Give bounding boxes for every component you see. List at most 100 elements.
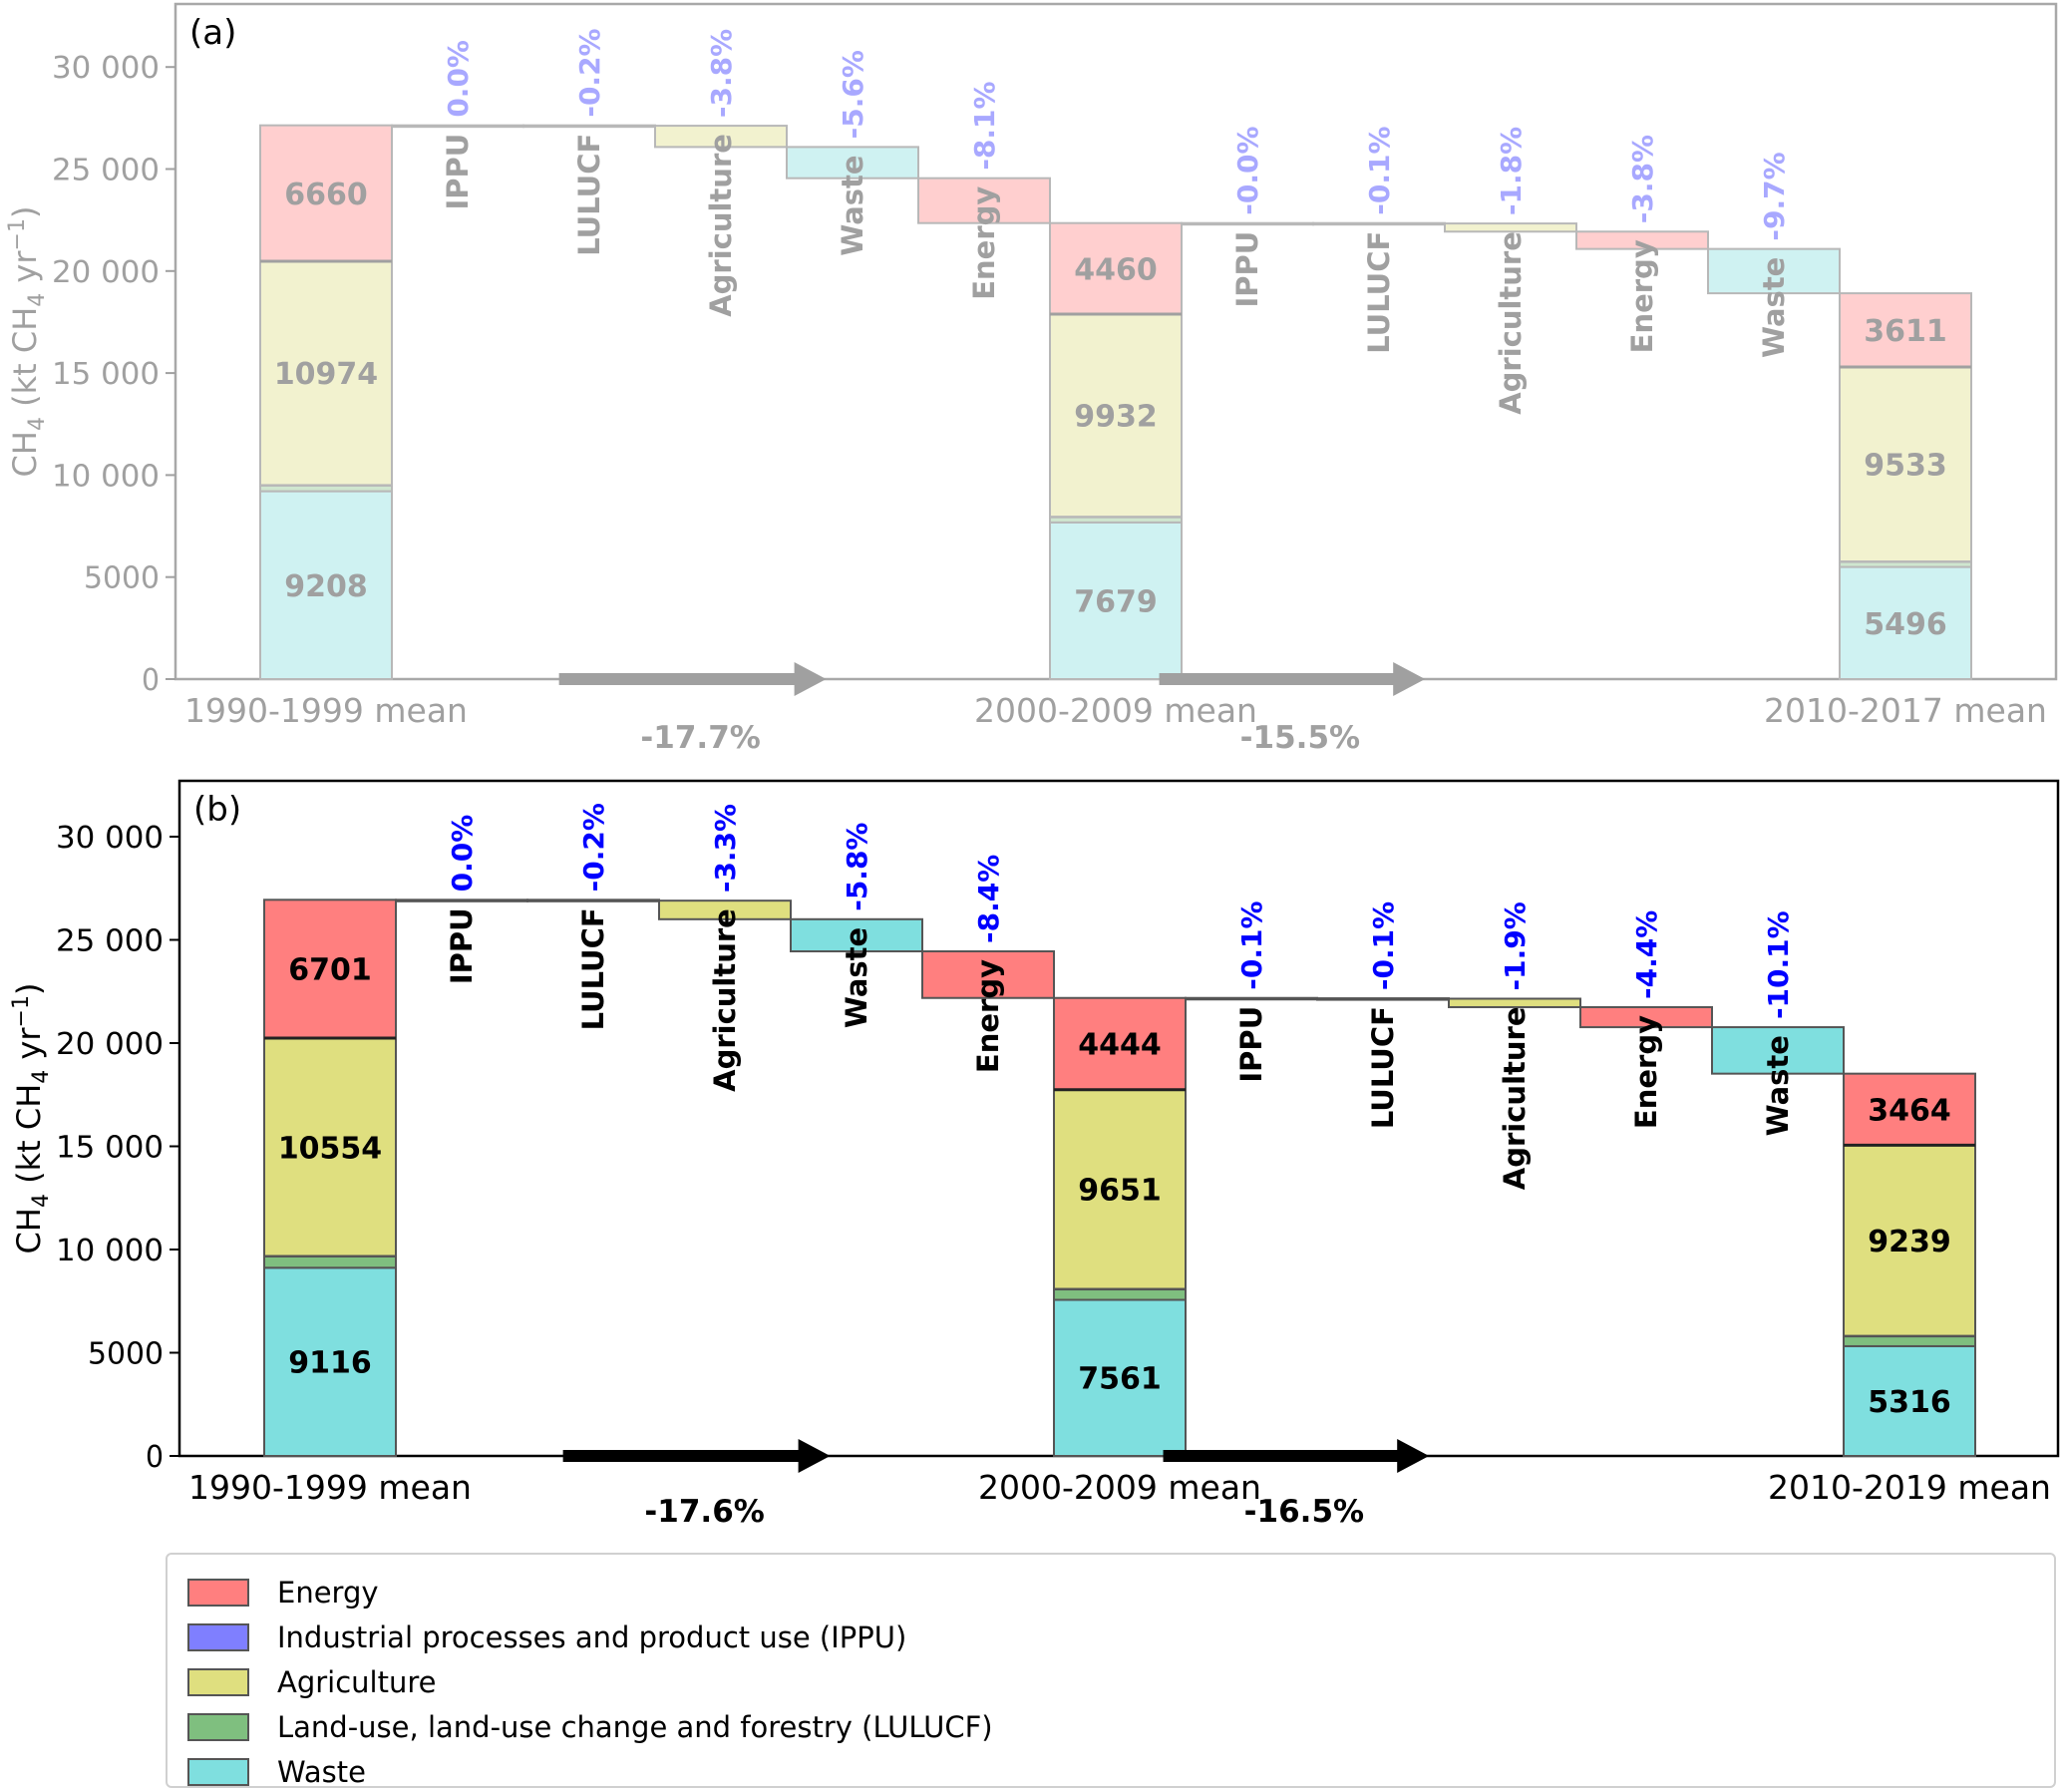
- segment-value-label: 4444: [1078, 1028, 1162, 1063]
- y-tick-label: 10 000: [52, 459, 160, 494]
- step-sector-label: Energy: [1625, 239, 1659, 353]
- step-pct-label: -0.0%: [1231, 126, 1264, 214]
- y-tick-label: 15 000: [56, 1131, 164, 1166]
- step-bar-agriculture: [1448, 997, 1581, 1008]
- step-bar-waste: [1707, 247, 1841, 295]
- step-sector-label: Agriculture: [708, 908, 742, 1092]
- step-bar-agriculture: [658, 899, 792, 920]
- x-tick-label: 1990-1999 mean: [184, 691, 468, 730]
- legend-item-energy: Energy: [187, 1573, 379, 1613]
- step-sector-label: Waste: [1761, 1035, 1795, 1136]
- segment-value-label: 6660: [284, 178, 368, 212]
- step-sector-label: Agriculture: [1494, 231, 1528, 415]
- y-axis-label: CH4 (kt CH4 yr−1): [5, 206, 50, 478]
- stack-segment-agriculture: [1049, 312, 1183, 519]
- stack-segment-energy: [1049, 221, 1183, 315]
- step-bar-agriculture: [654, 125, 788, 149]
- step-pct-label: -3.8%: [705, 29, 738, 118]
- y-tick-label: 10 000: [56, 1234, 164, 1268]
- step-sector-label: Waste: [840, 927, 873, 1028]
- y-tick-label: 30 000: [52, 51, 160, 86]
- step-bar-ippu: [391, 124, 524, 129]
- panel-b: 0 5000 10 000 15 000 20 000 25 000 30 000 CH4 (…: [9, 779, 2060, 1530]
- panel-label: (a): [189, 13, 236, 53]
- segment-value-label: 9208: [284, 569, 368, 604]
- stack-segment-lulucf: [263, 1254, 397, 1269]
- segment-value-label: 4460: [1074, 252, 1158, 287]
- y-tick-label: 20 000: [56, 1027, 164, 1062]
- segment-value-label: 9651: [1078, 1174, 1162, 1209]
- panel-label: (b): [193, 790, 241, 830]
- period-change-label: -17.6%: [644, 1494, 764, 1530]
- step-pct-label: -1.8%: [1495, 127, 1528, 215]
- step-pct-label: -0.2%: [573, 28, 606, 117]
- step-pct-label: -0.1%: [1367, 901, 1400, 990]
- legend-label: Energy: [277, 1576, 379, 1610]
- y-tick-label: 5000: [84, 561, 160, 596]
- step-bar-energy: [1579, 1005, 1713, 1029]
- step-pct-label: -1.9%: [1499, 901, 1532, 990]
- change-arrow: [558, 662, 827, 696]
- segment-value-label: 7561: [1078, 1362, 1162, 1397]
- stack-segment-energy: [1053, 996, 1187, 1091]
- legend-item-ippu: Industrial processes and product use (IP…: [187, 1617, 906, 1657]
- step-bar-energy: [921, 949, 1055, 999]
- step-pct-label: -5.6%: [837, 50, 869, 139]
- step-bar-ippu: [1185, 996, 1318, 1001]
- legend-label: Agriculture: [277, 1665, 437, 1699]
- legend-label: Industrial processes and product use (IP…: [277, 1620, 907, 1654]
- y-tick-label: 0: [146, 1440, 164, 1475]
- change-arrow: [1163, 1439, 1430, 1473]
- y-tick-label: 0: [142, 663, 160, 698]
- step-pct-label: -3.8%: [1626, 135, 1659, 223]
- step-pct-label: -0.2%: [577, 803, 610, 892]
- stack-segment-agriculture: [259, 259, 393, 487]
- y-axis-label: CH4 (kt CH4 yr−1): [9, 983, 54, 1254]
- step-bar-energy: [1575, 230, 1709, 250]
- period-change-label: -15.5%: [1240, 720, 1360, 756]
- change-arrow: [1159, 662, 1426, 696]
- y-tick-label: 15 000: [52, 357, 160, 392]
- segment-value-label: 9116: [288, 1346, 372, 1381]
- step-bar-lulucf: [522, 124, 656, 129]
- legend-item-waste: Waste: [187, 1752, 366, 1792]
- y-tick-label: 25 000: [52, 154, 160, 188]
- segment-value-label: 10974: [274, 357, 378, 392]
- legend-label: Waste: [277, 1755, 366, 1789]
- period-change-label: -16.5%: [1244, 1494, 1364, 1530]
- legend-swatch-lulucf: [187, 1713, 249, 1741]
- step-sector-label: Waste: [836, 155, 869, 255]
- step-bar-energy: [917, 177, 1051, 224]
- step-bar-lulucf: [1312, 221, 1446, 226]
- segment-value-label: 5496: [1864, 607, 1947, 642]
- y-tick-label: 20 000: [52, 255, 160, 290]
- step-sector-label: Energy: [971, 959, 1005, 1073]
- step-pct-label: -4.4%: [1630, 910, 1663, 999]
- step-pct-label: -5.8%: [841, 823, 873, 911]
- step-bar-lulucf: [1316, 997, 1450, 1001]
- step-pct-label: -3.3%: [709, 804, 742, 893]
- legend: Energy Industrial processes and product …: [166, 1553, 2056, 1789]
- stack-segment-agriculture: [1839, 365, 1972, 563]
- step-sector-label: LULUCF: [1362, 231, 1396, 354]
- x-tick-label: 1990-1999 mean: [188, 1468, 472, 1507]
- step-bar-ippu: [395, 898, 528, 902]
- step-bar-waste: [790, 917, 923, 952]
- stack-segment-agriculture: [263, 1037, 397, 1257]
- step-sector-label: Energy: [1629, 1015, 1663, 1129]
- step-pct-label: 0.0%: [442, 40, 475, 118]
- segment-value-label: 5316: [1868, 1385, 1951, 1420]
- x-tick-label: 2000-2009 mean: [974, 691, 1257, 730]
- step-pct-label: -9.7%: [1758, 152, 1791, 240]
- y-tick-label: 25 000: [56, 924, 164, 959]
- period-change-label: -17.7%: [640, 720, 760, 756]
- segment-value-label: 9239: [1868, 1225, 1951, 1259]
- change-arrow: [562, 1439, 831, 1473]
- legend-item-lulucf: Land-use, land-use change and forestry (…: [187, 1707, 993, 1747]
- segment-value-label: 9533: [1864, 449, 1947, 484]
- step-sector-label: Agriculture: [704, 134, 738, 317]
- legend-swatch-waste: [187, 1758, 249, 1786]
- segment-value-label: 6701: [288, 953, 372, 988]
- step-sector-label: LULUCF: [576, 907, 610, 1030]
